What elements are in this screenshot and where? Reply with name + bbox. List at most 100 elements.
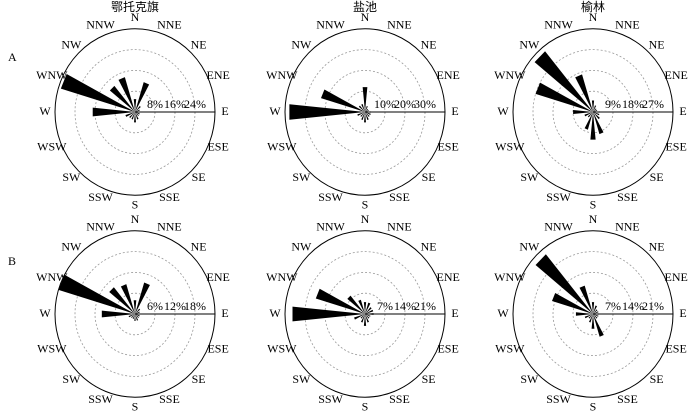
direction-label: N	[131, 10, 140, 24]
petal	[593, 314, 598, 319]
r-tick-label: 7%	[605, 299, 621, 313]
petal	[535, 254, 593, 314]
direction-label: WNW	[36, 270, 68, 284]
direction-label: NE	[649, 240, 665, 254]
direction-label: SSE	[617, 392, 638, 406]
petal	[135, 313, 140, 315]
r-tick-label: 24%	[184, 97, 206, 111]
petal	[357, 112, 365, 116]
direction-label: SSW	[546, 392, 571, 406]
direction-label: ESE	[437, 140, 458, 154]
direction-label: WNW	[494, 68, 526, 82]
petal	[92, 107, 135, 117]
petal	[135, 111, 140, 113]
petal	[60, 74, 135, 112]
petal	[593, 108, 597, 112]
row-label: B	[8, 254, 16, 268]
direction-label: S	[362, 399, 369, 413]
petal	[593, 314, 604, 337]
direction-label: WNW	[266, 68, 298, 82]
petal	[587, 112, 593, 118]
direction-label: NNE	[615, 219, 640, 233]
petal	[593, 105, 597, 112]
petal	[354, 314, 365, 320]
petal	[109, 85, 135, 112]
direction-label: SW	[292, 372, 311, 386]
direction-label: SSE	[389, 190, 410, 204]
petal	[584, 314, 593, 319]
petal	[132, 314, 135, 319]
petal	[365, 314, 371, 317]
petal	[593, 112, 600, 116]
direction-label: ESE	[665, 342, 686, 356]
direction-label: WNW	[266, 270, 298, 284]
petal	[579, 285, 593, 314]
petal	[593, 314, 599, 317]
direction-label: SW	[520, 170, 539, 184]
direction-label: SW	[62, 170, 81, 184]
direction-label: SW	[520, 372, 539, 386]
petal	[365, 309, 374, 314]
direction-label: E	[221, 306, 228, 320]
petal	[101, 310, 135, 318]
petal	[575, 74, 593, 112]
petal	[593, 313, 599, 315]
petal	[360, 314, 365, 323]
direction-label: WSW	[37, 140, 67, 154]
r-tick-label: 30%	[414, 97, 436, 111]
direction-label: SSE	[159, 392, 180, 406]
direction-label: NW	[291, 38, 312, 52]
direction-label: SSW	[546, 190, 571, 204]
direction-label: NE	[649, 38, 665, 52]
direction-label: WNW	[494, 270, 526, 284]
direction-label: SSW	[88, 392, 113, 406]
r-tick-label: 7%	[377, 299, 393, 313]
petal	[365, 112, 369, 120]
petal	[593, 112, 604, 135]
petal	[135, 112, 139, 120]
direction-label: E	[451, 104, 458, 118]
direction-label: SE	[192, 372, 206, 386]
direction-label: NE	[421, 240, 437, 254]
direction-label: ENE	[206, 270, 229, 284]
r-tick-label: 18%	[184, 299, 206, 313]
row-label: A	[8, 50, 17, 64]
petal	[360, 112, 365, 117]
direction-label: NNW	[544, 17, 573, 31]
direction-label: NE	[191, 240, 207, 254]
direction-label: W	[269, 104, 281, 118]
petal	[365, 112, 371, 115]
direction-label: N	[589, 10, 598, 24]
direction-label: SSE	[389, 392, 410, 406]
direction-label: ENE	[664, 270, 687, 284]
petal	[590, 112, 596, 140]
petal	[347, 295, 365, 314]
petal	[315, 288, 365, 314]
petal	[593, 311, 599, 314]
petal	[551, 292, 593, 314]
petal	[320, 89, 365, 112]
direction-label: NW	[291, 240, 312, 254]
petal	[573, 109, 593, 115]
chart-title: 鄂托克旗	[111, 0, 159, 14]
direction-label: NNW	[86, 219, 115, 233]
petal	[365, 106, 368, 112]
petal	[535, 82, 593, 112]
petal	[135, 308, 141, 314]
direction-label: NNE	[615, 17, 640, 31]
direction-label: SE	[650, 170, 664, 184]
r-tick-label: 6%	[147, 299, 163, 313]
direction-label: W	[497, 306, 509, 320]
direction-label: ESE	[207, 342, 228, 356]
petal	[365, 111, 371, 113]
petal	[135, 112, 140, 115]
direction-label: WSW	[495, 342, 525, 356]
direction-label: SSW	[88, 190, 113, 204]
direction-label: NW	[519, 38, 540, 52]
direction-label: ENE	[436, 68, 459, 82]
r-tick-label: 21%	[642, 299, 664, 313]
petal	[358, 299, 365, 314]
direction-label: W	[39, 306, 51, 320]
direction-label: E	[451, 306, 458, 320]
petal	[365, 314, 370, 319]
